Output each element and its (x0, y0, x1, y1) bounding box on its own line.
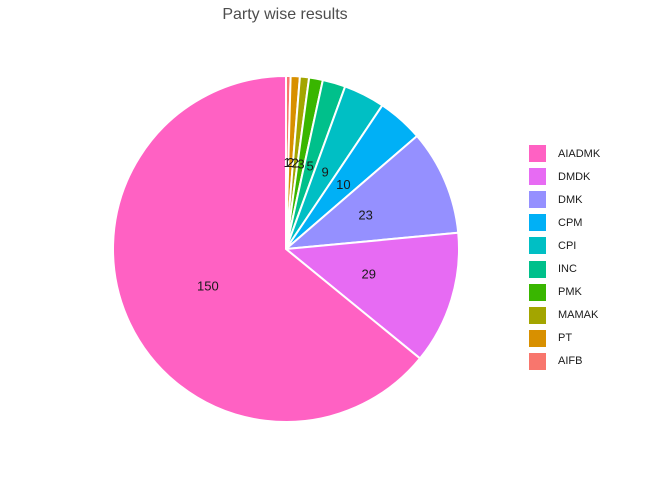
pie-slice-aiadmk (112, 74, 422, 423)
slice-value-label-cpi: 9 (322, 164, 329, 179)
slice-value-label-aifb: 1 (284, 155, 291, 170)
legend-swatch (529, 214, 546, 232)
legend-label: MAMAK (558, 309, 599, 322)
legend-item-inc: INC (529, 257, 659, 280)
legend-label: DMDK (558, 170, 591, 183)
slice-value-label-aiadmk: 150 (197, 279, 219, 294)
legend-label: CPI (558, 239, 577, 252)
legend: AIADMK DMDK DMK CPM CPI INC PMK MAMAK PT AIFB (529, 142, 659, 373)
legend-swatch (529, 352, 546, 370)
legend-swatch (529, 283, 546, 301)
legend-swatch (529, 306, 546, 324)
legend-item-pmk: PMK (529, 281, 659, 304)
legend-item-dmdk: DMDK (529, 165, 659, 188)
legend-swatch (529, 329, 546, 347)
legend-item-aiadmk: AIADMK (529, 142, 659, 165)
legend-swatch (529, 260, 546, 278)
legend-label: INC (558, 263, 577, 276)
legend-item-dmk: DMK (529, 188, 659, 211)
slice-value-label-pmk: 3 (297, 156, 304, 171)
pie-slices (112, 74, 460, 423)
legend-item-mamak: MAMAK (529, 304, 659, 327)
legend-label: DMK (558, 193, 583, 206)
legend-label: PT (558, 332, 573, 345)
slice-value-label-dmdk: 29 (362, 267, 376, 282)
legend-label: AIFB (558, 355, 583, 368)
slice-value-label-cpm: 10 (336, 177, 350, 192)
legend-swatch (529, 191, 546, 209)
legend-label: CPM (558, 216, 583, 229)
slice-value-label-inc: 5 (306, 158, 313, 173)
legend-item-pt: PT (529, 327, 659, 350)
legend-label: PMK (558, 286, 582, 299)
slice-value-label-dmk: 23 (358, 208, 372, 223)
legend-item-cpm: CPM (529, 211, 659, 234)
pie-slice-dmk (282, 134, 460, 251)
slice-value-label-pt: 2 (287, 155, 294, 170)
chart-title: Party wise results (222, 6, 348, 23)
pie-slice-dmdk (283, 231, 460, 360)
legend-label: AIADMK (558, 147, 601, 160)
legend-swatch (529, 168, 546, 186)
legend-swatch (529, 145, 546, 163)
slice-value-label-mamak: 2 (292, 155, 299, 170)
legend-item-cpi: CPI (529, 234, 659, 257)
legend-item-aifb: AIFB (529, 350, 659, 373)
legend-swatch (529, 237, 546, 255)
